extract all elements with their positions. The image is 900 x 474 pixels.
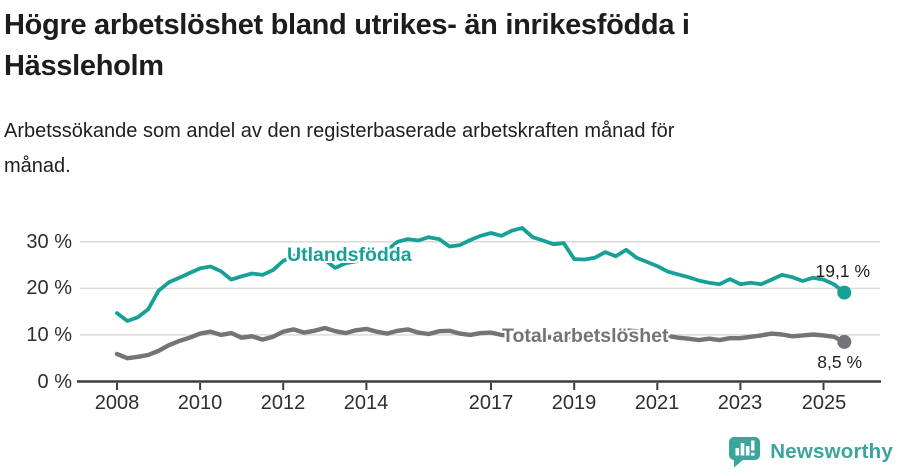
line-total-arbetsloshet: [114, 325, 847, 361]
y-tick-label-30: 30 %: [26, 231, 72, 253]
x-tick-label-2023: 2023: [717, 392, 763, 414]
end-value-label-total-arbetsloshet: 8,5 %: [817, 352, 862, 372]
page-title: Högre arbetslöshet bland utrikes- än inr…: [4, 5, 864, 87]
x-tick-label-2019: 2019: [551, 392, 597, 414]
x-tick-label-2012: 2012: [260, 392, 306, 414]
y-tick-label-10: 10 %: [26, 324, 72, 346]
series-label-utlandsfodda: Utlandsfödda: [287, 244, 412, 266]
newsworthy-branding: Newsworthy: [728, 436, 893, 468]
title-line1: Högre arbetslöshet bland utrikes- än inr…: [4, 9, 690, 41]
chart-subtitle: Arbetssökande som andel av den registerb…: [4, 114, 764, 184]
subtitle-line2: månad.: [4, 155, 71, 177]
speech-bubble-shape: [729, 437, 761, 468]
line-utlandsfodda: [115, 225, 847, 323]
brand-name: Newsworthy: [770, 440, 893, 463]
x-tick-label-2010: 2010: [177, 392, 223, 414]
y-tick-label-0: 0 %: [37, 371, 72, 393]
end-value-label-utlandsfodda: 19,1 %: [815, 261, 870, 281]
subtitle-line1: Arbetssökande som andel av den registerb…: [4, 120, 675, 142]
series-label-total-arbetsloshet: Total arbetslöshet: [502, 325, 669, 347]
y-tick-label-20: 20 %: [26, 277, 72, 299]
x-tick-label-2025: 2025: [801, 392, 847, 414]
line-utlandsfodda-end-dot: [837, 285, 852, 300]
x-tick-label-2017: 2017: [468, 392, 514, 414]
mini-bar-chart-glyph: [735, 440, 755, 456]
newsworthy-logo-icon: [729, 437, 761, 468]
x-tick-label-2014: 2014: [343, 392, 389, 414]
title-line2: Hässleholm: [4, 50, 164, 82]
line-total-arbetsloshet-end-dot: [837, 334, 852, 349]
x-tick-label-2008: 2008: [94, 392, 140, 414]
x-tick-label-2021: 2021: [634, 392, 680, 414]
